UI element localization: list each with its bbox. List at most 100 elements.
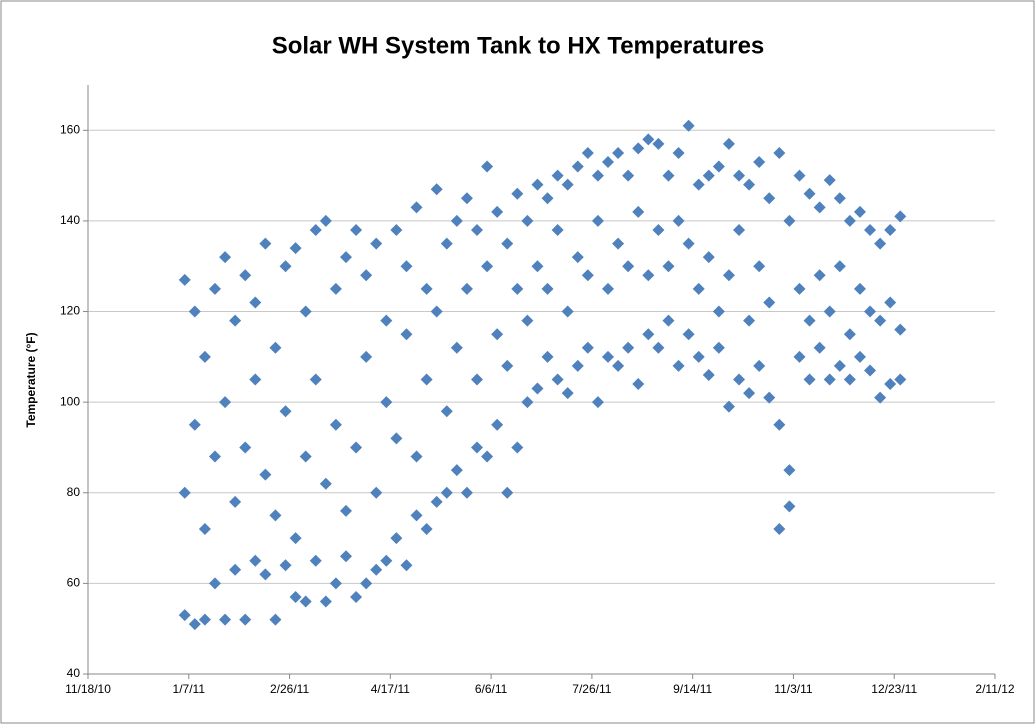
- data-point: [350, 441, 363, 454]
- data-point: [531, 178, 544, 191]
- data-point: [773, 418, 786, 431]
- data-point: [491, 418, 504, 431]
- data-point: [531, 260, 544, 273]
- data-point: [198, 350, 211, 363]
- data-point: [833, 359, 846, 372]
- y-tick-label: 120: [60, 304, 80, 318]
- data-point: [430, 183, 443, 196]
- data-point: [521, 314, 534, 327]
- data-point: [360, 350, 373, 363]
- data-point: [188, 618, 201, 631]
- data-point: [380, 314, 393, 327]
- data-point: [329, 282, 342, 295]
- data-point: [571, 251, 584, 264]
- data-point: [319, 595, 332, 608]
- data-point: [521, 214, 534, 227]
- data-point: [481, 160, 494, 173]
- data-point: [753, 260, 766, 273]
- data-point: [360, 577, 373, 590]
- data-point: [450, 341, 463, 354]
- data-point: [239, 613, 252, 626]
- data-point: [622, 260, 635, 273]
- data-point: [259, 468, 272, 481]
- data-point: [279, 559, 292, 572]
- data-point: [178, 609, 191, 622]
- data-point: [793, 350, 806, 363]
- data-point: [491, 205, 504, 218]
- data-point: [763, 296, 776, 309]
- data-point: [471, 441, 484, 454]
- data-point: [793, 282, 806, 295]
- data-point: [460, 282, 473, 295]
- data-point: [753, 156, 766, 169]
- data-point: [743, 178, 756, 191]
- data-point: [430, 305, 443, 318]
- data-point: [208, 450, 221, 463]
- data-point: [430, 495, 443, 508]
- data-point: [662, 314, 675, 327]
- data-point: [581, 146, 594, 159]
- data-point: [208, 282, 221, 295]
- data-point: [612, 237, 625, 250]
- data-point: [571, 160, 584, 173]
- data-point: [551, 169, 564, 182]
- data-point: [501, 486, 514, 499]
- data-point: [309, 223, 322, 236]
- data-point: [672, 214, 685, 227]
- data-point: [733, 373, 746, 386]
- data-point: [602, 282, 615, 295]
- x-tick-label: 12/23/11: [871, 682, 917, 696]
- data-point: [874, 314, 887, 327]
- x-tick-label: 11/18/10: [65, 682, 111, 696]
- data-point: [269, 613, 282, 626]
- data-point: [843, 328, 856, 341]
- data-point: [339, 251, 352, 264]
- data-point: [471, 373, 484, 386]
- data-point: [652, 223, 665, 236]
- data-point: [501, 237, 514, 250]
- data-point: [763, 192, 776, 205]
- data-point: [269, 509, 282, 522]
- data-point: [773, 523, 786, 536]
- data-point: [753, 359, 766, 372]
- data-point: [864, 364, 877, 377]
- data-point: [491, 328, 504, 341]
- data-point: [602, 350, 615, 363]
- data-point: [733, 223, 746, 236]
- data-point: [339, 504, 352, 517]
- data-point: [561, 305, 574, 318]
- data-point: [350, 590, 363, 603]
- data-point: [299, 595, 312, 608]
- data-point: [692, 178, 705, 191]
- data-point: [541, 192, 554, 205]
- data-point: [198, 523, 211, 536]
- data-point: [501, 359, 514, 372]
- data-point: [853, 350, 866, 363]
- data-point: [299, 305, 312, 318]
- data-point: [541, 350, 554, 363]
- data-point: [249, 554, 262, 567]
- data-point: [259, 568, 272, 581]
- data-point: [632, 205, 645, 218]
- data-point: [773, 146, 786, 159]
- data-point: [672, 146, 685, 159]
- data-point: [581, 269, 594, 282]
- data-point: [249, 296, 262, 309]
- data-point: [894, 210, 907, 223]
- data-point: [450, 214, 463, 227]
- data-point: [642, 328, 655, 341]
- data-point: [370, 237, 383, 250]
- data-point: [208, 577, 221, 590]
- data-point: [188, 418, 201, 431]
- y-tick-label: 140: [60, 213, 80, 227]
- data-point: [360, 269, 373, 282]
- data-point: [612, 146, 625, 159]
- x-tick-label: 2/26/11: [270, 682, 309, 696]
- data-point: [853, 282, 866, 295]
- data-point: [229, 563, 242, 576]
- data-point: [591, 169, 604, 182]
- data-point: [712, 160, 725, 173]
- data-point: [894, 323, 907, 336]
- data-point: [471, 223, 484, 236]
